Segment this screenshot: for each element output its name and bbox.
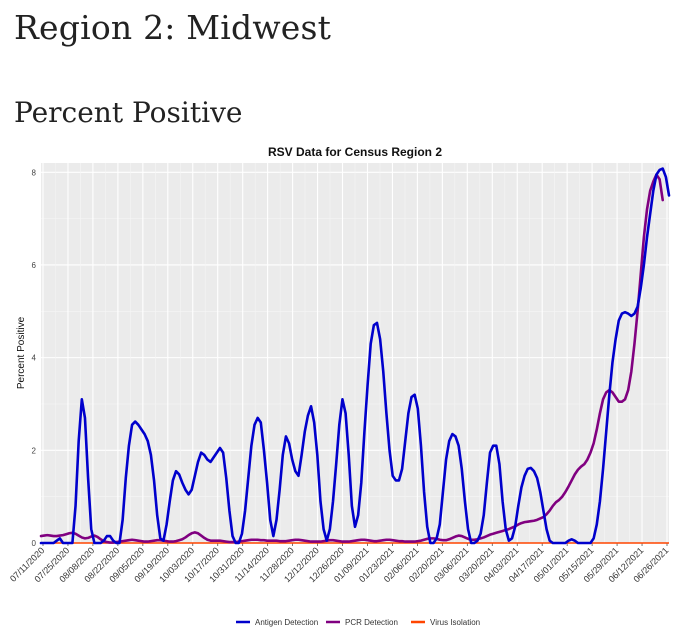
y-axis: 0 2 4 6 8 bbox=[32, 168, 37, 548]
legend-label-antigen-detection: Antigen Detection bbox=[255, 618, 318, 627]
legend-label-virus-isolation: Virus Isolation bbox=[430, 618, 480, 627]
chart-title: RSV Data for Census Region 2 bbox=[268, 145, 442, 159]
series-line-pcr-detection bbox=[39, 173, 665, 544]
page-title: Region 2: Midwest bbox=[14, 8, 332, 47]
series-lines bbox=[39, 167, 671, 545]
x-axis: 07/11/202007/25/202008/08/202008/22/2020… bbox=[8, 543, 670, 584]
series-line-antigen-detection bbox=[39, 167, 671, 545]
y-tick-label: 0 bbox=[32, 539, 37, 548]
y-tick-label: 4 bbox=[32, 354, 37, 363]
legend-label-pcr-detection: PCR Detection bbox=[345, 618, 398, 627]
y-tick-label: 2 bbox=[32, 446, 37, 455]
legend: Antigen Detection PCR Detection Virus Isol… bbox=[236, 618, 480, 627]
rsv-line-chart: RSV Data for Census Region 2 0 2 4 6 8 07/11… bbox=[8, 145, 671, 627]
y-axis-label: Percent Positive bbox=[16, 316, 27, 389]
y-tick-label: 8 bbox=[32, 168, 37, 177]
grid-lines bbox=[41, 163, 669, 544]
section-title: Percent Positive bbox=[14, 96, 243, 129]
y-tick-label: 6 bbox=[32, 261, 37, 270]
